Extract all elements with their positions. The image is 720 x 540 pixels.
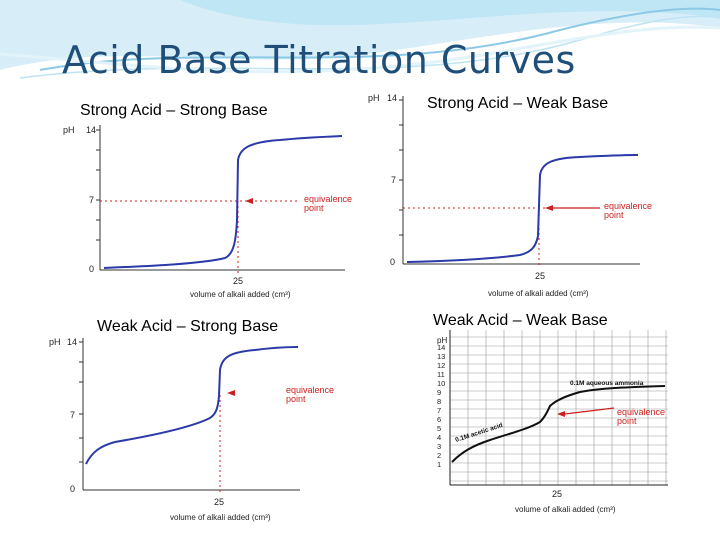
svg-text:3: 3 bbox=[437, 442, 441, 451]
x-tick-25: 25 bbox=[535, 271, 545, 281]
ph-axis-label: pH bbox=[63, 125, 75, 135]
equivalence-arrow bbox=[245, 198, 253, 204]
svg-text:9: 9 bbox=[437, 388, 441, 397]
x-tick-25: 25 bbox=[233, 276, 243, 286]
y-tick-0: 0 bbox=[89, 264, 94, 274]
equivalence-label-line2: point bbox=[304, 203, 324, 213]
titration-curve bbox=[406, 154, 639, 263]
titration-curve bbox=[451, 385, 666, 463]
graph-title-weak-weak: Weak Acid – Weak Base bbox=[433, 312, 608, 329]
equivalence-arrow-line bbox=[564, 407, 615, 415]
y-tick-14: 14 bbox=[67, 337, 77, 347]
equivalence-arrow bbox=[557, 411, 565, 417]
y-tick-14: 14 bbox=[86, 125, 96, 135]
y-tick-labels: 14 13 12 11 10 9 8 7 6 5 4 3 2 1 bbox=[437, 343, 445, 469]
equivalence-label-line2: point bbox=[604, 210, 624, 220]
titration-curve bbox=[103, 135, 343, 269]
y-axis-ticks bbox=[96, 129, 100, 241]
equivalence-label-line2: point bbox=[286, 394, 306, 404]
titration-curve bbox=[85, 346, 299, 465]
ph-axis-label: pH bbox=[49, 337, 61, 347]
svg-text:7: 7 bbox=[437, 406, 441, 415]
graph-title-weak-strong: Weak Acid – Strong Base bbox=[97, 318, 279, 335]
graph-title-strong-strong: Strong Acid – Strong Base bbox=[80, 102, 268, 119]
y-tick-7: 7 bbox=[89, 195, 94, 205]
equivalence-label-line1: equivalence bbox=[304, 194, 352, 204]
svg-text:4: 4 bbox=[437, 433, 441, 442]
equivalence-label-line1: equivalence bbox=[604, 201, 652, 211]
x-axis-label: volume of alkali added (cm³) bbox=[190, 290, 291, 299]
equivalence-label-line2: point bbox=[617, 416, 637, 426]
y-axis-ticks bbox=[79, 341, 83, 463]
y-tick-7: 7 bbox=[391, 175, 396, 185]
x-axis-label: volume of alkali added (cm³) bbox=[170, 513, 271, 522]
y-tick-0: 0 bbox=[390, 257, 395, 267]
svg-text:12: 12 bbox=[437, 361, 445, 370]
equivalence-arrow bbox=[545, 205, 553, 211]
x-axis-label: volume of alkali added (cm³) bbox=[488, 289, 589, 298]
y-tick-7: 7 bbox=[70, 410, 75, 420]
slide-title: Acid Base Titration Curves bbox=[62, 38, 576, 82]
graph-title-strong-weak: Strong Acid – Weak Base bbox=[427, 95, 609, 112]
svg-text:1: 1 bbox=[437, 460, 441, 469]
x-tick-25: 25 bbox=[214, 497, 224, 507]
ph-axis-label: pH bbox=[437, 336, 447, 345]
y-axis-ticks bbox=[399, 99, 403, 236]
y-tick-14: 14 bbox=[387, 93, 397, 103]
svg-text:10: 10 bbox=[437, 379, 445, 388]
ph-axis-label: pH bbox=[368, 93, 380, 103]
svg-text:8: 8 bbox=[437, 397, 441, 406]
svg-text:11: 11 bbox=[437, 370, 445, 379]
x-axis-label: volume of alkali added (cm³) bbox=[515, 505, 616, 514]
svg-text:13: 13 bbox=[437, 352, 445, 361]
equivalence-arrow bbox=[227, 390, 235, 396]
svg-text:6: 6 bbox=[437, 415, 441, 424]
equivalence-label-line1: equivalence bbox=[286, 385, 334, 395]
svg-text:14: 14 bbox=[437, 343, 445, 352]
x-tick-25: 25 bbox=[552, 489, 562, 499]
ammonia-label: 0.1M aqueous ammonia bbox=[570, 380, 644, 387]
equivalence-label-line1: equivalence bbox=[617, 407, 665, 417]
svg-text:2: 2 bbox=[437, 451, 441, 460]
svg-text:5: 5 bbox=[437, 424, 441, 433]
y-tick-0: 0 bbox=[70, 484, 75, 494]
grid bbox=[449, 330, 668, 485]
